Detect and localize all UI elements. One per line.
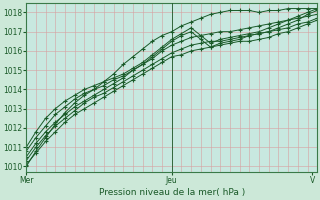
X-axis label: Pression niveau de la mer( hPa ): Pression niveau de la mer( hPa ) xyxy=(99,188,245,197)
